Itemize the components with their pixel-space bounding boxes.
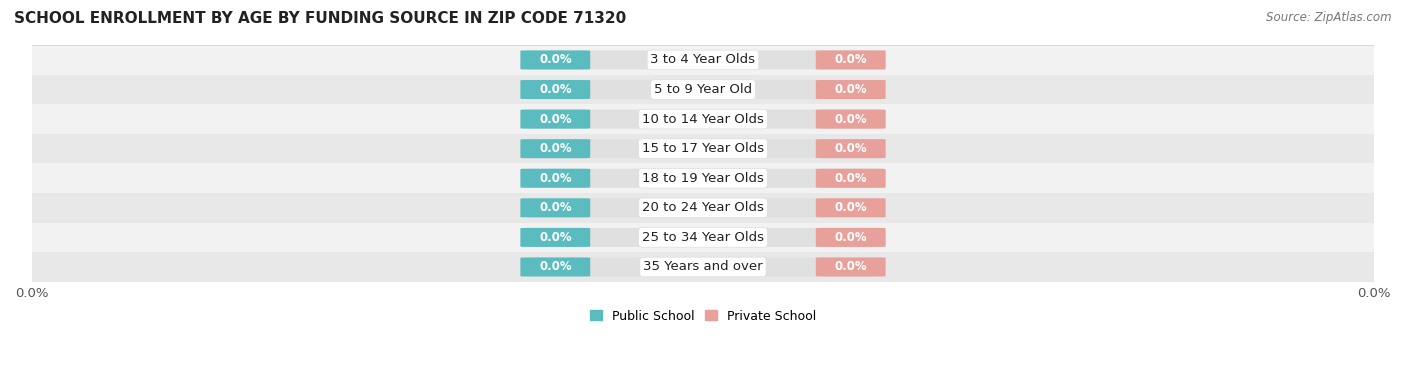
Text: 0.0%: 0.0%	[538, 54, 572, 66]
FancyBboxPatch shape	[815, 257, 886, 276]
FancyBboxPatch shape	[815, 169, 886, 188]
FancyBboxPatch shape	[520, 80, 886, 99]
Bar	[32, 45, 1374, 75]
FancyBboxPatch shape	[815, 110, 886, 129]
FancyBboxPatch shape	[520, 198, 886, 218]
FancyBboxPatch shape	[520, 110, 591, 129]
Text: SCHOOL ENROLLMENT BY AGE BY FUNDING SOURCE IN ZIP CODE 71320: SCHOOL ENROLLMENT BY AGE BY FUNDING SOUR…	[14, 11, 626, 26]
Bar	[32, 164, 1374, 193]
FancyBboxPatch shape	[520, 169, 591, 188]
FancyBboxPatch shape	[520, 110, 886, 129]
Text: 0.0%: 0.0%	[834, 54, 868, 66]
FancyBboxPatch shape	[520, 169, 886, 188]
FancyBboxPatch shape	[520, 257, 886, 276]
Text: 0.0%: 0.0%	[834, 261, 868, 273]
Text: 10 to 14 Year Olds: 10 to 14 Year Olds	[643, 113, 763, 126]
Text: 0.0%: 0.0%	[834, 142, 868, 155]
Text: 35 Years and over: 35 Years and over	[643, 261, 763, 273]
Text: 3 to 4 Year Olds: 3 to 4 Year Olds	[651, 54, 755, 66]
Text: 0.0%: 0.0%	[834, 201, 868, 215]
Text: 0.0%: 0.0%	[834, 172, 868, 185]
Text: 0.0%: 0.0%	[538, 231, 572, 244]
Text: 0.0%: 0.0%	[538, 113, 572, 126]
Bar	[32, 193, 1374, 222]
FancyBboxPatch shape	[520, 228, 886, 247]
Text: 20 to 24 Year Olds: 20 to 24 Year Olds	[643, 201, 763, 215]
Bar	[32, 222, 1374, 252]
Text: 5 to 9 Year Old: 5 to 9 Year Old	[654, 83, 752, 96]
FancyBboxPatch shape	[520, 198, 591, 218]
Text: 0.0%: 0.0%	[834, 113, 868, 126]
Text: 0.0%: 0.0%	[538, 83, 572, 96]
Text: Source: ZipAtlas.com: Source: ZipAtlas.com	[1267, 11, 1392, 24]
Bar	[32, 104, 1374, 134]
Text: 18 to 19 Year Olds: 18 to 19 Year Olds	[643, 172, 763, 185]
FancyBboxPatch shape	[815, 51, 886, 69]
FancyBboxPatch shape	[520, 80, 591, 99]
Text: 0.0%: 0.0%	[834, 83, 868, 96]
Text: 0.0%: 0.0%	[538, 142, 572, 155]
FancyBboxPatch shape	[520, 51, 591, 69]
Text: 15 to 17 Year Olds: 15 to 17 Year Olds	[643, 142, 763, 155]
FancyBboxPatch shape	[815, 80, 886, 99]
Bar	[32, 75, 1374, 104]
Legend: Public School, Private School: Public School, Private School	[585, 305, 821, 328]
FancyBboxPatch shape	[815, 139, 886, 158]
Text: 0.0%: 0.0%	[538, 201, 572, 215]
Text: 0.0%: 0.0%	[834, 231, 868, 244]
Bar	[32, 252, 1374, 282]
Text: 0.0%: 0.0%	[538, 172, 572, 185]
FancyBboxPatch shape	[520, 139, 591, 158]
FancyBboxPatch shape	[520, 257, 591, 276]
Text: 25 to 34 Year Olds: 25 to 34 Year Olds	[643, 231, 763, 244]
Text: 0.0%: 0.0%	[538, 261, 572, 273]
FancyBboxPatch shape	[520, 228, 591, 247]
FancyBboxPatch shape	[520, 51, 886, 69]
FancyBboxPatch shape	[815, 228, 886, 247]
Bar	[32, 134, 1374, 164]
FancyBboxPatch shape	[520, 139, 886, 158]
FancyBboxPatch shape	[815, 198, 886, 218]
